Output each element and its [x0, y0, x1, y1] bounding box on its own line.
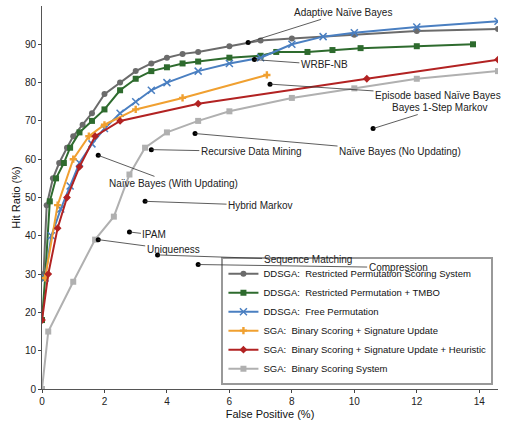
svg-text:DDSGA: Free Permutation: DDSGA: Free Permutation — [263, 306, 378, 317]
svg-text:6: 6 — [227, 396, 233, 407]
svg-text:20: 20 — [25, 307, 37, 318]
svg-text:WRBF-NB: WRBF-NB — [301, 59, 348, 70]
svg-text:Hybrid Markov: Hybrid Markov — [228, 200, 292, 211]
svg-text:90: 90 — [25, 39, 37, 50]
svg-text:Episode based Naïve Bayes: Episode based Naïve Bayes — [375, 90, 501, 101]
svg-text:Naïve Bayes (No Updating): Naïve Bayes (No Updating) — [339, 146, 461, 157]
svg-text:Bayes 1-Step Markov: Bayes 1-Step Markov — [392, 102, 488, 113]
svg-text:12: 12 — [411, 396, 423, 407]
svg-text:SGA: Binary Scoring + Signatu: SGA: Binary Scoring + Signature Update — [263, 325, 438, 336]
svg-text:60: 60 — [25, 154, 37, 165]
svg-text:40: 40 — [25, 230, 37, 241]
svg-text:IPAM: IPAM — [142, 229, 166, 240]
svg-text:DDSGA: Restricted Permutation: DDSGA: Restricted Permutation Scoring Sy… — [263, 268, 471, 279]
svg-text:Hit Ratio (%): Hit Ratio (%) — [10, 166, 22, 228]
svg-text:10: 10 — [349, 396, 361, 407]
svg-text:Uniqueness: Uniqueness — [147, 244, 200, 255]
svg-text:Recursive Data Mining: Recursive Data Mining — [201, 146, 302, 157]
svg-text:70: 70 — [25, 115, 37, 126]
svg-text:0: 0 — [39, 396, 45, 407]
svg-text:0: 0 — [30, 384, 36, 395]
svg-text:Compression: Compression — [369, 262, 428, 273]
svg-text:False Positive (%): False Positive (%) — [226, 408, 315, 420]
svg-text:30: 30 — [25, 269, 37, 280]
svg-text:Naïve Bayes (With Updating): Naïve Bayes (With Updating) — [109, 178, 238, 189]
svg-text:14: 14 — [474, 396, 486, 407]
svg-text:8: 8 — [289, 396, 295, 407]
svg-text:80: 80 — [25, 77, 37, 88]
svg-text:4: 4 — [164, 396, 170, 407]
svg-text:2: 2 — [102, 396, 108, 407]
svg-text:SGA: Binary Scoring System: SGA: Binary Scoring System — [263, 363, 387, 374]
svg-text:10: 10 — [25, 345, 37, 356]
svg-text:DDSGA: Restricted Permutation: DDSGA: Restricted Permutation + TMBO — [263, 287, 439, 298]
svg-text:Sequence Matching: Sequence Matching — [264, 254, 352, 265]
svg-text:50: 50 — [25, 192, 37, 203]
svg-text:Adaptive Naïve Bayes: Adaptive Naïve Bayes — [294, 7, 392, 18]
svg-text:SGA: Binary Scoring + Signatu: SGA: Binary Scoring + Signature Update +… — [263, 344, 486, 355]
